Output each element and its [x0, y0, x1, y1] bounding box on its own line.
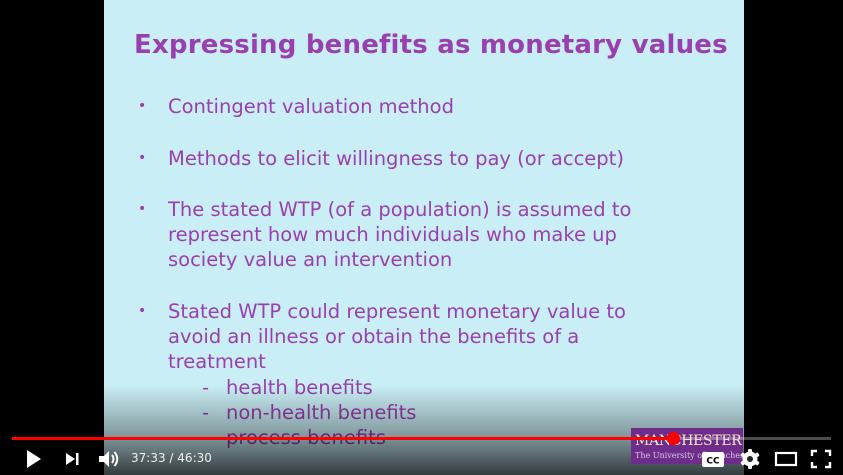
theater-mode-button[interactable] — [773, 446, 799, 472]
bullet-marker: • — [138, 303, 147, 319]
next-icon — [66, 453, 79, 465]
bullet-line: The stated WTP (of a population) is assu… — [168, 198, 632, 221]
time-display: 37:33 / 46:30 — [131, 451, 212, 465]
gear-icon — [740, 449, 760, 469]
next-button[interactable] — [61, 446, 85, 472]
play-icon — [27, 450, 41, 468]
settings-button[interactable] — [737, 446, 763, 472]
logo-text: MANCHESTER 1824 — [635, 433, 742, 449]
bullet-line: society value an intervention — [168, 248, 453, 271]
captions-icon: CC — [702, 452, 724, 467]
volume-button[interactable] — [96, 446, 122, 472]
svg-text:CC: CC — [706, 457, 720, 467]
bullet-line: Contingent valuation method — [168, 95, 454, 118]
bullet-line: Stated WTP could represent monetary valu… — [168, 300, 626, 323]
bullet-marker: • — [138, 201, 147, 217]
duration: 46:30 — [177, 451, 212, 465]
theater-icon — [774, 451, 798, 467]
logo-subtitle: The University of Manchester — [635, 451, 743, 460]
bullet-line: Methods to elicit willingness to pay (or… — [168, 147, 624, 170]
fullscreen-icon — [810, 449, 832, 469]
scrubber-handle[interactable] — [667, 432, 680, 445]
play-button[interactable] — [20, 446, 46, 472]
university-logo: MANCHESTER 1824 The University of Manche… — [631, 428, 743, 464]
progress-bar[interactable] — [12, 432, 831, 445]
progress-played — [12, 437, 673, 440]
fullscreen-button[interactable] — [808, 446, 834, 472]
volume-icon — [99, 451, 119, 467]
bullet-line: avoid an illness or obtain the benefits … — [168, 325, 580, 348]
bullet-marker: • — [138, 98, 147, 114]
bullet-line: treatment — [168, 350, 266, 373]
current-time: 37:33 — [131, 451, 166, 465]
slide-title: Expressing benefits as monetary values — [134, 30, 728, 60]
bullet-marker: • — [138, 150, 147, 166]
bullet-line: represent how much individuals who make … — [168, 223, 617, 246]
captions-button[interactable]: CC — [700, 446, 726, 472]
time-separator: / — [169, 451, 174, 465]
